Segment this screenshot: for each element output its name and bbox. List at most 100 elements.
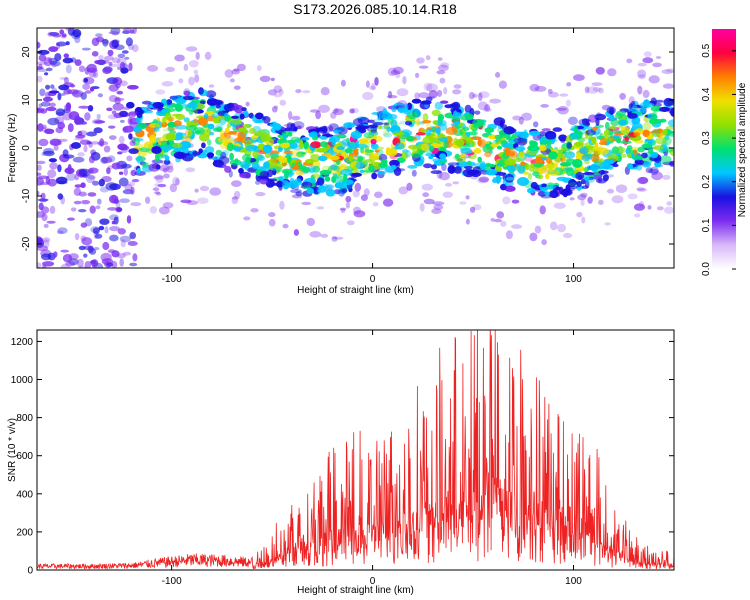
spectrogram-cell (662, 174, 671, 180)
spectrogram-cell (120, 119, 125, 123)
spectrogram-y-tick-label: 20 (21, 46, 32, 58)
spectrogram-cell (472, 93, 478, 98)
spectrogram-cell (363, 188, 370, 197)
spectrogram-cell (670, 107, 674, 117)
spectrogram-cell (207, 139, 212, 146)
spectrogram-cell (185, 46, 198, 52)
spectrogram-cell (153, 126, 160, 132)
spectrogram-cell (268, 212, 276, 218)
spectrogram-cell (120, 163, 132, 169)
spectrogram-cell (652, 128, 661, 138)
spectrogram-cell (88, 155, 95, 164)
spectrogram-cell (93, 127, 103, 134)
spectrogram-cell (554, 186, 562, 191)
spectrogram-cell (353, 206, 361, 215)
spectrogram-cell (324, 176, 331, 182)
spectrogram-cell (547, 88, 553, 94)
snr-y-tick-label: 400 (16, 489, 33, 500)
spectrogram-cell (72, 29, 82, 38)
spectrogram-cell (440, 100, 449, 104)
spectrogram-cell (232, 196, 240, 200)
spectrogram-cell (108, 125, 116, 129)
spectrogram-cell (81, 200, 90, 205)
spectrogram-cell (212, 159, 224, 168)
spectrogram-cell (598, 87, 604, 94)
spectrogram-cell (127, 117, 133, 125)
spectrogram-cell (315, 110, 321, 120)
spectrogram-cell (390, 70, 400, 75)
spectrogram-cell (534, 85, 547, 92)
spectrogram-cell (343, 122, 356, 128)
spectrogram-cell (423, 163, 433, 169)
spectrogram-cell (505, 147, 510, 156)
spectrogram-cell (109, 234, 119, 242)
spectrogram-cell (195, 130, 202, 134)
spectrogram-cell (233, 146, 241, 152)
spectrogram-cell (353, 148, 359, 157)
spectrogram-cell (165, 132, 177, 141)
spectrogram-cell (647, 205, 652, 210)
spectrogram-cell (80, 182, 86, 188)
spectrogram-cell (231, 180, 242, 188)
spectrogram-cell (81, 237, 93, 246)
spectrogram-cell (631, 105, 638, 114)
spectrogram-cell (609, 107, 615, 115)
spectrogram-cell (452, 89, 462, 95)
spectrogram-cell (238, 127, 247, 132)
spectrogram-cell (78, 65, 86, 73)
spectrogram-cell (345, 195, 352, 203)
spectrogram-cell (533, 121, 539, 128)
spectrogram-cell (591, 136, 597, 145)
spectrogram-cell (517, 177, 529, 186)
spectrogram-cell (151, 159, 163, 164)
spectrogram-cell (175, 178, 180, 186)
spectrogram-cell (348, 155, 353, 162)
spectrogram-cell (44, 128, 55, 134)
spectrogram-cell (130, 169, 137, 177)
spectrogram-cell (485, 162, 492, 168)
spectrogram-cell (587, 196, 593, 204)
spectrogram-cell (587, 86, 599, 95)
spectrogram-cell (94, 233, 103, 239)
spectrogram-cell (80, 222, 88, 228)
spectrogram-cell (649, 118, 659, 125)
spectrogram-cell (229, 78, 235, 83)
spectrogram-cell (141, 162, 149, 168)
spectrogram-cell (163, 173, 170, 179)
spectrogram-cell (573, 141, 584, 147)
spectrogram-cell (585, 129, 596, 136)
spectrogram-cell (37, 262, 42, 268)
spectrogram-cell (415, 132, 426, 136)
spectrogram-cell (178, 78, 184, 84)
spectrogram-cell (158, 206, 170, 215)
spectrogram-cell (204, 113, 209, 119)
spectrogram-cell (573, 74, 585, 81)
spectrogram-cell (374, 149, 380, 153)
spectrogram-cell (569, 132, 579, 140)
spectrogram-cell (443, 140, 449, 149)
spectrogram-cell (188, 60, 199, 68)
spectrogram-cell (111, 260, 118, 268)
spectrogram-cell (608, 126, 617, 130)
spectrogram-cell (72, 89, 84, 98)
spectrogram-cell (592, 126, 598, 131)
spectrogram-cell (299, 139, 304, 149)
spectrogram-cell (642, 57, 654, 64)
spectrogram-cell (648, 75, 660, 84)
spectrogram-cell (639, 107, 647, 114)
spectrogram-cell (382, 198, 394, 207)
spectrogram-cell (309, 109, 320, 113)
spectrogram-cell (505, 176, 515, 181)
spectrogram-cell (266, 169, 274, 178)
spectrogram-cell (458, 122, 465, 127)
spectrogram-cell (92, 180, 100, 186)
spectrogram-cell (357, 155, 364, 162)
spectrogram-cell (152, 102, 164, 109)
spectrogram-cell (626, 58, 633, 64)
spectrogram-cell (37, 172, 42, 176)
spectrogram-cell (306, 217, 315, 227)
spectrogram-cell (90, 141, 100, 145)
spectrogram-cell (362, 91, 374, 101)
spectrogram-cell (598, 141, 608, 145)
